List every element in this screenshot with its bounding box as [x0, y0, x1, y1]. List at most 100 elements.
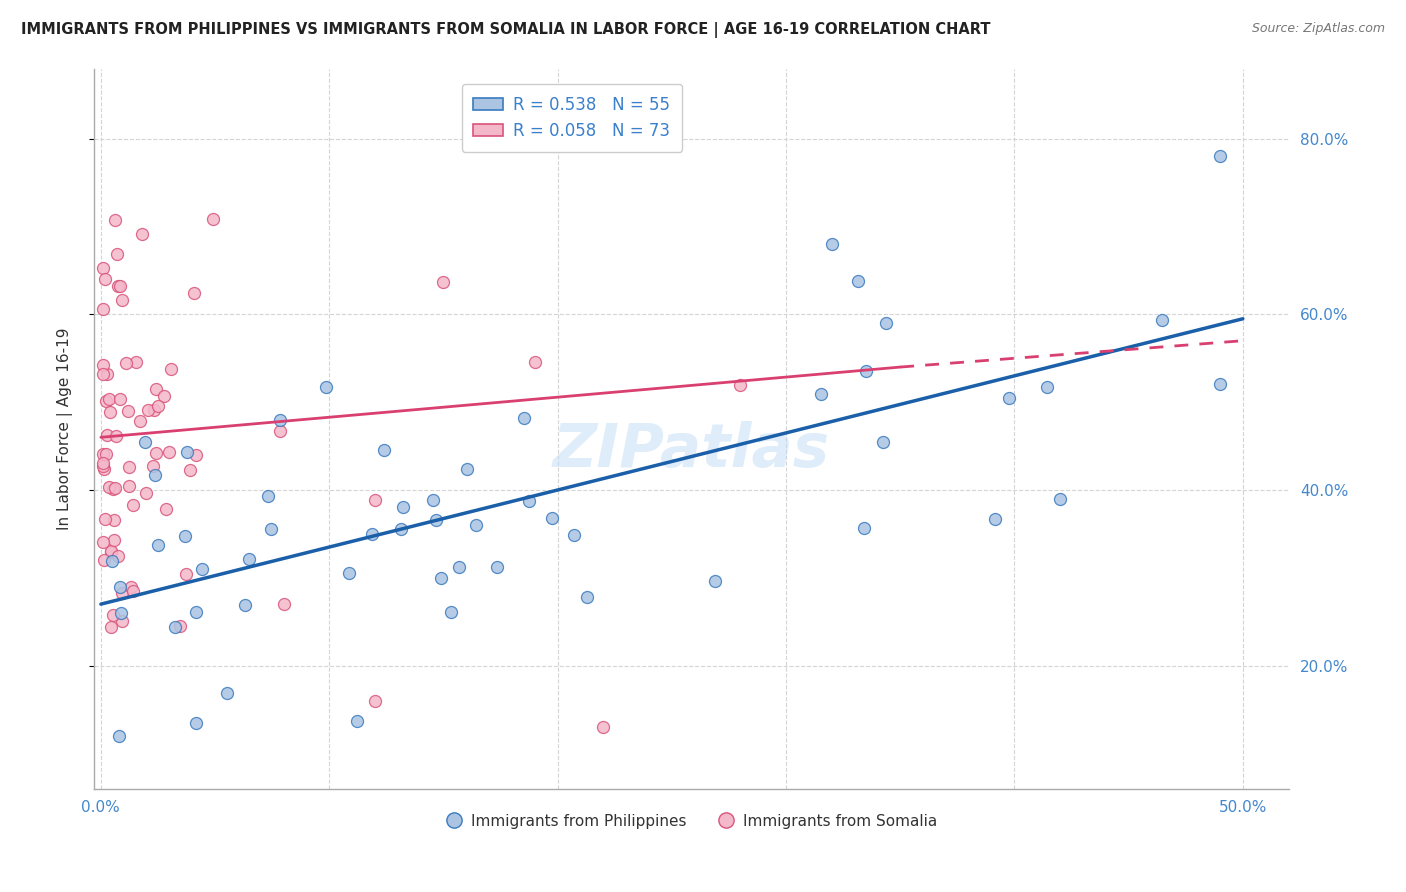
Point	[142, 402, 165, 417]
Point	[118, 479, 141, 493]
Point	[97, 479, 120, 493]
Point	[98, 392, 121, 406]
Point	[93, 462, 115, 476]
Point	[810, 387, 832, 401]
Point	[191, 562, 214, 576]
Point	[100, 620, 122, 634]
Point	[91, 446, 114, 460]
Point	[523, 355, 546, 369]
Point	[134, 434, 156, 449]
Point	[160, 362, 183, 376]
Point	[184, 448, 207, 462]
Point	[107, 549, 129, 563]
Point	[997, 391, 1019, 405]
Point	[183, 286, 205, 301]
Point	[233, 598, 256, 612]
Point	[142, 458, 165, 473]
Point	[512, 411, 534, 425]
Point	[124, 354, 146, 368]
Point	[93, 553, 115, 567]
Point	[273, 597, 295, 611]
Point	[364, 493, 387, 508]
Point	[855, 363, 877, 377]
Point	[110, 615, 132, 629]
Point	[486, 560, 509, 574]
Point	[94, 447, 117, 461]
Point	[337, 566, 360, 580]
Point	[103, 513, 125, 527]
Point	[155, 502, 177, 516]
Point	[260, 522, 283, 536]
Point	[269, 413, 291, 427]
Point	[98, 405, 121, 419]
Point	[100, 545, 122, 559]
Point	[101, 554, 124, 568]
Point	[91, 359, 114, 373]
Point	[153, 389, 176, 403]
Point	[108, 729, 131, 743]
Point	[846, 274, 869, 288]
Point	[201, 212, 224, 227]
Point	[456, 462, 478, 476]
Point	[592, 128, 614, 143]
Point	[517, 493, 540, 508]
Point	[576, 591, 599, 605]
Point	[91, 457, 114, 471]
Point	[117, 404, 139, 418]
Point	[703, 574, 725, 589]
Point	[391, 500, 413, 514]
Point	[425, 513, 447, 527]
Point	[432, 276, 454, 290]
Point	[145, 382, 167, 396]
Point	[131, 227, 153, 241]
Point	[148, 538, 170, 552]
Point	[821, 236, 844, 251]
Point	[364, 694, 387, 708]
Point	[108, 279, 131, 293]
Point	[173, 529, 195, 543]
Point	[91, 261, 114, 276]
Point	[360, 526, 382, 541]
Point	[105, 246, 128, 260]
Point	[1209, 376, 1232, 391]
Point	[447, 560, 470, 574]
Point	[91, 458, 114, 473]
Point	[1152, 313, 1174, 327]
Point	[111, 293, 134, 307]
Point	[101, 482, 124, 496]
Y-axis label: In Labor Force | Age 16-19: In Labor Force | Age 16-19	[58, 327, 73, 530]
Point	[269, 424, 291, 438]
Point	[96, 394, 118, 409]
Point	[129, 414, 152, 428]
Point	[422, 492, 444, 507]
Point	[373, 443, 395, 458]
Point	[540, 510, 562, 524]
Point	[592, 720, 614, 734]
Point	[104, 481, 127, 495]
Point	[184, 715, 207, 730]
Point	[120, 581, 142, 595]
Point	[136, 402, 159, 417]
Point	[94, 272, 117, 286]
Point	[115, 356, 138, 370]
Point	[143, 468, 166, 483]
Point	[464, 517, 486, 532]
Point	[110, 606, 132, 620]
Point	[110, 580, 132, 594]
Point	[169, 619, 191, 633]
Point	[110, 392, 132, 406]
Point	[135, 486, 157, 500]
Legend: Immigrants from Philippines, Immigrants from Somalia: Immigrants from Philippines, Immigrants …	[439, 807, 943, 835]
Point	[103, 607, 125, 622]
Point	[389, 522, 412, 536]
Point	[256, 489, 278, 503]
Point	[163, 620, 186, 634]
Point	[315, 380, 337, 394]
Point	[562, 528, 585, 542]
Point	[872, 434, 894, 449]
Point	[875, 316, 897, 330]
Point	[91, 301, 114, 316]
Point	[96, 367, 118, 381]
Point	[94, 512, 117, 526]
Point	[983, 512, 1005, 526]
